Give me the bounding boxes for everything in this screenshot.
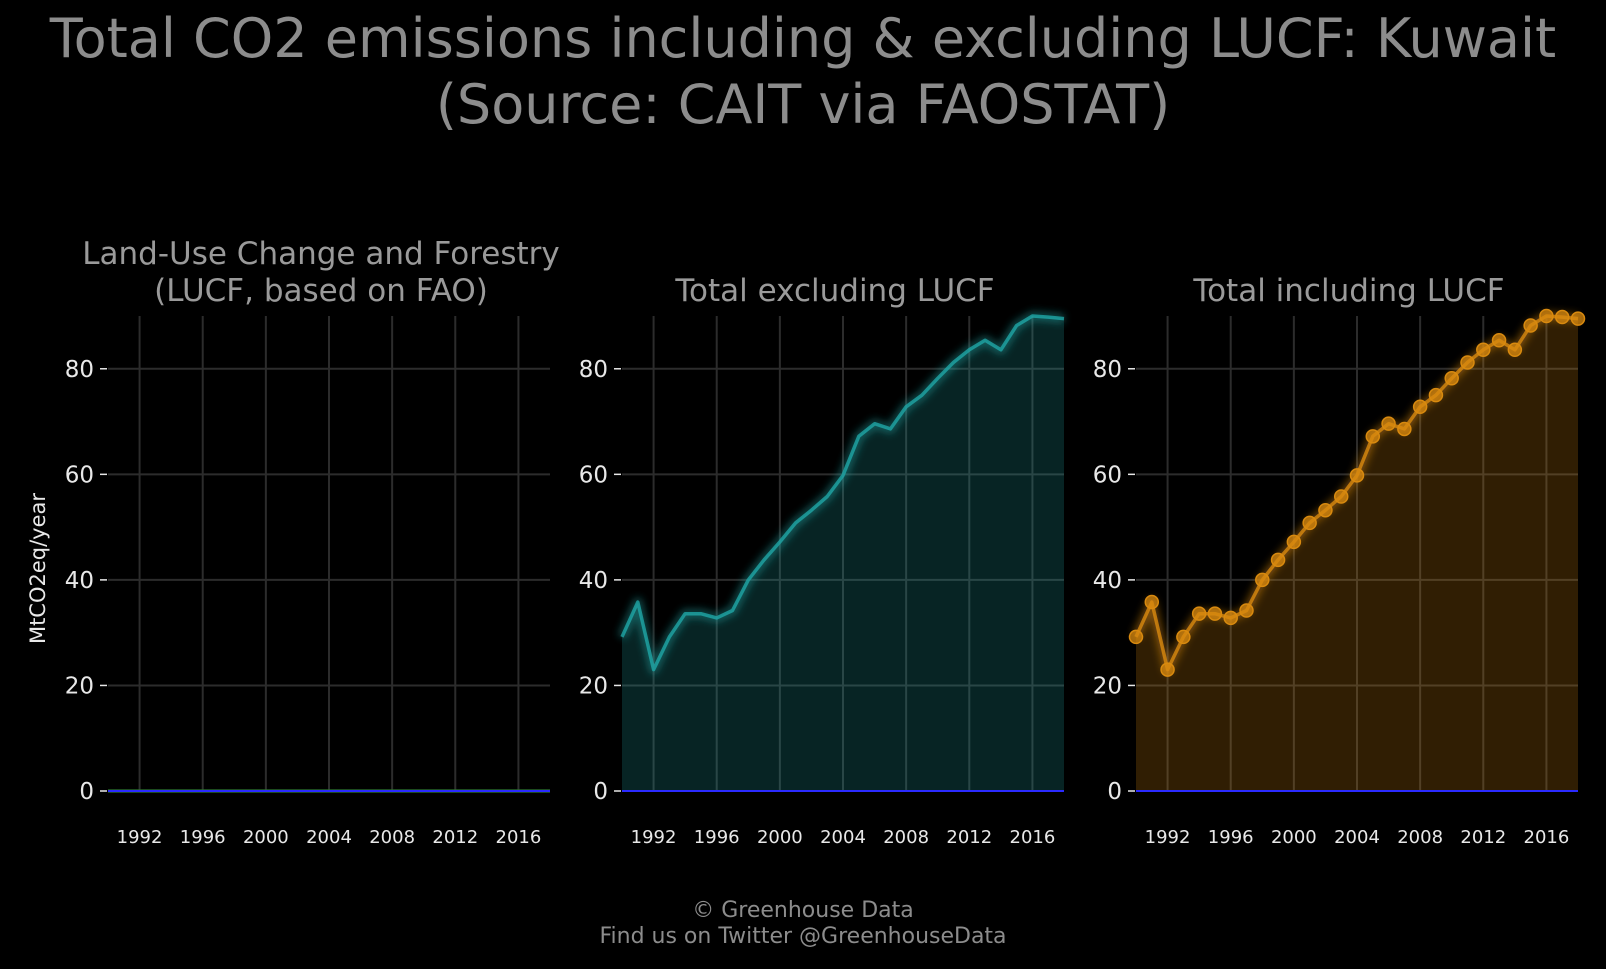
data-point	[1412, 399, 1428, 415]
y-tick-label: 0	[1107, 779, 1122, 805]
x-tick-label: 2008	[1397, 827, 1443, 848]
series-area	[1136, 316, 1578, 791]
chart-title-line-2: (Source: CAIT via FAOSTAT)	[435, 73, 1171, 136]
y-tick-label: 60	[1093, 462, 1122, 488]
data-point	[1255, 572, 1270, 588]
data-point	[1397, 421, 1412, 437]
x-tick-label: 2016	[496, 827, 542, 848]
data-point	[1302, 515, 1317, 531]
x-tick-label: 2004	[820, 827, 866, 848]
y-tick-label: 20	[65, 673, 94, 699]
x-tick-label: 1996	[694, 827, 740, 848]
panel-2: 0 20 40 60 80 1992 1996 2000 2004 2008 2012 2016 Tot…	[579, 273, 1065, 848]
data-point	[1428, 387, 1444, 403]
x-tick-label: 2012	[946, 827, 992, 848]
data-point	[1286, 534, 1302, 550]
x-tick-label: 1992	[1145, 827, 1191, 848]
data-point	[1160, 662, 1175, 677]
data-point	[1223, 610, 1238, 626]
panel-title: Total excluding LUCF	[674, 273, 994, 309]
x-tick-label: 2008	[369, 827, 415, 848]
panel-3: 0 20 40 60 80 1992 1996 2000 2004 2008 2012 2016 Tot…	[1093, 273, 1586, 848]
data-point	[1128, 629, 1144, 645]
x-tick-label: 1996	[1208, 827, 1254, 848]
data-point	[1507, 342, 1523, 358]
data-point	[1365, 429, 1381, 444]
y-tick-label: 0	[593, 779, 608, 805]
chart-title-line-1: Total CO2 emissions including & excludin…	[49, 7, 1557, 70]
x-tick-label: 1992	[631, 827, 677, 848]
data-point	[1444, 371, 1459, 386]
data-point	[1318, 502, 1333, 518]
y-tick-label: 60	[579, 462, 608, 488]
data-point	[1460, 355, 1475, 370]
data-point	[1539, 308, 1554, 324]
y-tick-label: 80	[65, 357, 94, 383]
data-point	[1476, 342, 1491, 358]
x-tick-label: 2000	[757, 827, 803, 848]
x-tick-label: 1996	[180, 827, 226, 848]
x-tick-label: 2000	[243, 827, 289, 848]
data-point	[1491, 333, 1507, 348]
data-point	[1144, 594, 1160, 610]
data-point	[1523, 318, 1538, 333]
x-tick-label: 2012	[1460, 827, 1506, 848]
x-tick-label: 2008	[883, 827, 929, 848]
data-point	[1270, 552, 1286, 568]
data-point	[1333, 489, 1349, 504]
data-point	[1191, 606, 1207, 621]
data-point	[1239, 603, 1254, 618]
y-tick-label: 80	[579, 357, 608, 383]
series-area	[622, 316, 1064, 791]
y-tick-label: 20	[579, 673, 608, 699]
footer-credits: © Greenhouse Data Find us on Twitter @Gr…	[0, 898, 1606, 950]
panel-title: (LUCF, based on FAO)	[154, 273, 488, 309]
y-tick-label: 40	[579, 568, 608, 594]
y-tick-label: 20	[1093, 673, 1122, 699]
x-tick-label: 2004	[306, 827, 352, 848]
data-point	[1176, 629, 1191, 645]
x-tick-label: 2004	[1334, 827, 1380, 848]
panel-title: Land-Use Change and Forestry	[82, 236, 560, 272]
x-tick-label: 2016	[1010, 827, 1056, 848]
y-tick-label: 60	[65, 462, 94, 488]
y-tick-label: 40	[65, 568, 94, 594]
y-tick-label: 0	[79, 779, 94, 805]
y-tick-label: 40	[1093, 568, 1122, 594]
footer-copyright: © Greenhouse Data	[692, 898, 914, 923]
x-tick-label: 2000	[1271, 827, 1317, 848]
data-point	[1349, 468, 1365, 483]
x-tick-label: 2012	[432, 827, 478, 848]
footer-twitter: Find us on Twitter @GreenhouseData	[599, 924, 1007, 949]
data-point	[1381, 416, 1396, 431]
series-line	[620, 314, 1065, 672]
panel-1: 0 20 40 60 80 1992 1996 2000 2004 2008 2012 2016 Lan…	[26, 236, 560, 848]
chart-title: Total CO2 emissions including & excludin…	[0, 6, 1606, 138]
data-point	[1207, 606, 1223, 621]
data-point	[1570, 311, 1586, 326]
panel-title: Total including LUCF	[1192, 273, 1504, 309]
x-tick-label: 2016	[1524, 827, 1570, 848]
y-axis-label: MtCO2eq/year	[26, 493, 50, 644]
data-point	[1554, 309, 1570, 325]
y-tick-label: 80	[1093, 357, 1122, 383]
x-tick-label: 1992	[117, 827, 163, 848]
